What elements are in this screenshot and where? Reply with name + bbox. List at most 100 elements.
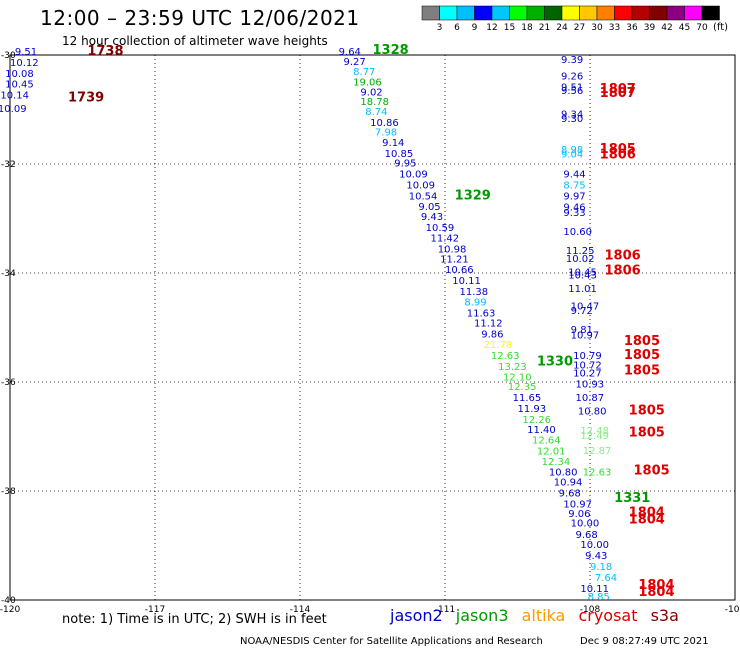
wave-height-value: 10.43 [568,270,597,281]
wave-height-value: 11.42 [431,233,460,244]
wave-height-value: 9.81 [571,325,593,336]
wave-height-value: 10.45 [5,80,34,91]
wave-height-value: 10.00 [580,540,609,551]
x-tick-label: -108 [580,605,601,615]
color-scale-tick: 21 [539,23,550,33]
page-subtitle: 12 hour collection of altimeter wave hei… [62,34,328,48]
pass-number-label: 1805 [624,348,660,363]
wave-height-value: 10.93 [576,379,605,390]
wave-height-value: 9.72 [571,306,593,317]
wave-height-value: 9.95 [394,159,416,170]
wave-height-value: 9.43 [585,551,607,562]
legend-jason3: jason3 [455,606,509,625]
pass-number-label: 1804 [629,513,665,528]
pass-number-label: 1738 [87,44,123,59]
legend-s3a: s3a [650,606,679,625]
wave-height-value: 9.64 [339,47,361,58]
wave-height-value: 9.46 [563,202,585,213]
wave-height-value: 7.98 [375,128,397,139]
y-tick-label: -40 [1,596,16,606]
wave-height-value: 9.97 [563,191,585,202]
pass-number-label: 1804 [638,578,674,593]
pass-number-label: 1330 [537,355,573,370]
x-tick-label: -111 [435,605,455,615]
footer-date: Dec 9 08:27:49 UTC 2021 [580,636,709,647]
wave-height-value: 10.09 [406,181,435,192]
pass-number-label: 1805 [629,404,665,419]
wave-height-value: 10.12 [10,58,39,69]
page-title: 12:00 – 23:59 UTC 12/06/2021 [40,6,360,30]
color-scale-tick: 9 [472,23,478,33]
wave-height-value: 12.87 [583,446,612,457]
color-scale-legend: 3 6 9 12 15 18 21 24 27 30 33 36 39 42 45 70 (ft) [421,5,728,33]
wave-height-value: 10.85 [385,149,414,160]
x-tick-label: -114 [290,605,311,615]
wave-height-value: 10.72 [573,360,602,371]
wave-height-value: 10.86 [370,118,399,129]
color-scale-tick: 18 [521,23,533,33]
wave-height-value: 10.97 [571,330,600,341]
pass-number-label: 1805 [600,142,636,157]
wave-height-value: 12.35 [508,382,537,393]
wave-height-value: 10.66 [445,265,474,276]
wave-height-value: 10.94 [554,478,583,489]
pass-number-label: 1806 [605,264,641,279]
wave-height-value: 12.49 [580,431,609,442]
color-scale-unit: (ft) [713,22,728,33]
pass-number-label: 1331 [614,491,650,506]
pass-number-label: 1329 [455,188,491,203]
pass-number-label: 1805 [629,426,665,441]
wave-height-value: 13.23 [498,362,527,373]
color-scale-tick: 3 [437,23,443,33]
wave-height-value: 12.64 [532,436,561,447]
y-tick-label: -36 [1,378,16,388]
wave-height-value: 9.51 [15,47,37,58]
color-scale-tick: 39 [644,23,656,33]
wave-height-value: 10.00 [571,518,600,529]
wave-height-value: 10.54 [409,191,438,202]
legend-cryosat: cryosat [578,606,638,625]
pass-number-label: 1805 [624,363,660,378]
color-scale-tick: 45 [679,23,690,33]
wave-height-value: 8.75 [563,181,585,192]
color-scale-tick: 24 [556,23,568,33]
wave-height-value: 9.39 [561,55,583,66]
wave-height-value: 10.09 [399,170,428,181]
y-tick-label: -38 [1,487,16,497]
wave-height-value: 10.87 [576,393,605,404]
wave-height-value: 9.06 [568,509,590,520]
wave-height-value: 9.18 [590,562,612,573]
wave-height-value: 10.59 [426,223,455,234]
pass-number-label: 1804 [638,585,674,600]
pass-number-label: 1806 [600,148,636,163]
pass-number-label: 1807 [600,86,636,101]
wave-height-value: 12.34 [542,457,571,468]
legend-altika: altika [521,606,566,625]
wave-height-value: 12.01 [537,446,566,457]
color-scale-tick: 30 [591,23,603,33]
wave-height-value: 10.11 [452,276,481,287]
wave-height-value: 12.26 [522,415,551,426]
color-scale-tick: 33 [609,23,620,33]
wave-height-value: 12.63 [583,468,612,479]
wave-height-value: 11.40 [527,425,556,436]
wave-height-value: 11.25 [566,246,595,257]
wave-height-value: 10.80 [578,407,607,418]
color-scale-tick: 70 [696,23,708,33]
wave-height-value: 10.08 [5,69,34,80]
wave-height-value: 12.48 [580,426,609,437]
x-tick-label: -117 [145,605,165,615]
wave-height-value: 8.98 [561,145,583,156]
wave-height-value: 21.78 [484,340,513,351]
wave-height-value: 10.97 [563,499,592,510]
wave-height-value: 9.33 [563,208,585,219]
wave-height-value: 12.10 [503,372,532,383]
wave-height-value: 19.06 [353,78,382,89]
wave-height-value: 8.77 [353,67,375,78]
wave-height-value: 18.78 [360,97,389,108]
wave-height-value: 10.45 [568,268,597,279]
color-swatch [701,5,720,21]
wave-height-value: 10.60 [563,227,592,238]
wave-height-value: 11.38 [460,287,489,298]
